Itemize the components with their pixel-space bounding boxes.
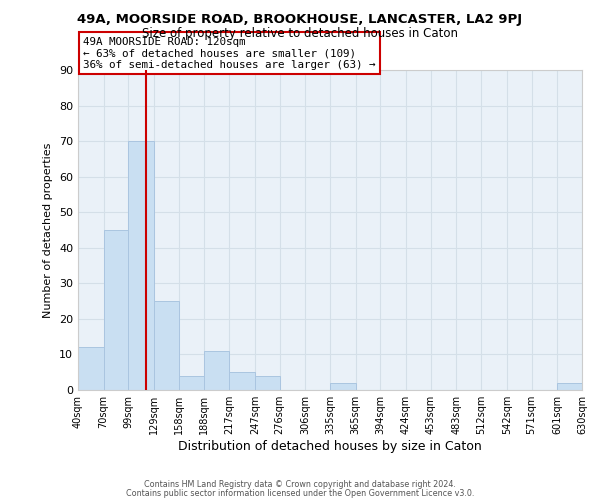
Text: Contains HM Land Registry data © Crown copyright and database right 2024.: Contains HM Land Registry data © Crown c… bbox=[144, 480, 456, 489]
Text: 49A MOORSIDE ROAD: 120sqm
← 63% of detached houses are smaller (109)
36% of semi: 49A MOORSIDE ROAD: 120sqm ← 63% of detac… bbox=[83, 37, 376, 70]
Text: Size of property relative to detached houses in Caton: Size of property relative to detached ho… bbox=[142, 28, 458, 40]
Text: Contains public sector information licensed under the Open Government Licence v3: Contains public sector information licen… bbox=[126, 488, 474, 498]
Bar bbox=[557, 383, 582, 390]
Bar bbox=[330, 383, 356, 390]
Bar bbox=[229, 372, 255, 390]
Bar bbox=[78, 348, 104, 390]
Text: 49A, MOORSIDE ROAD, BROOKHOUSE, LANCASTER, LA2 9PJ: 49A, MOORSIDE ROAD, BROOKHOUSE, LANCASTE… bbox=[77, 12, 523, 26]
Bar bbox=[205, 351, 229, 390]
Y-axis label: Number of detached properties: Number of detached properties bbox=[43, 142, 53, 318]
Bar bbox=[255, 376, 280, 390]
Bar bbox=[128, 141, 154, 390]
Bar bbox=[179, 376, 205, 390]
Bar bbox=[154, 301, 179, 390]
X-axis label: Distribution of detached houses by size in Caton: Distribution of detached houses by size … bbox=[178, 440, 482, 453]
Bar bbox=[104, 230, 128, 390]
